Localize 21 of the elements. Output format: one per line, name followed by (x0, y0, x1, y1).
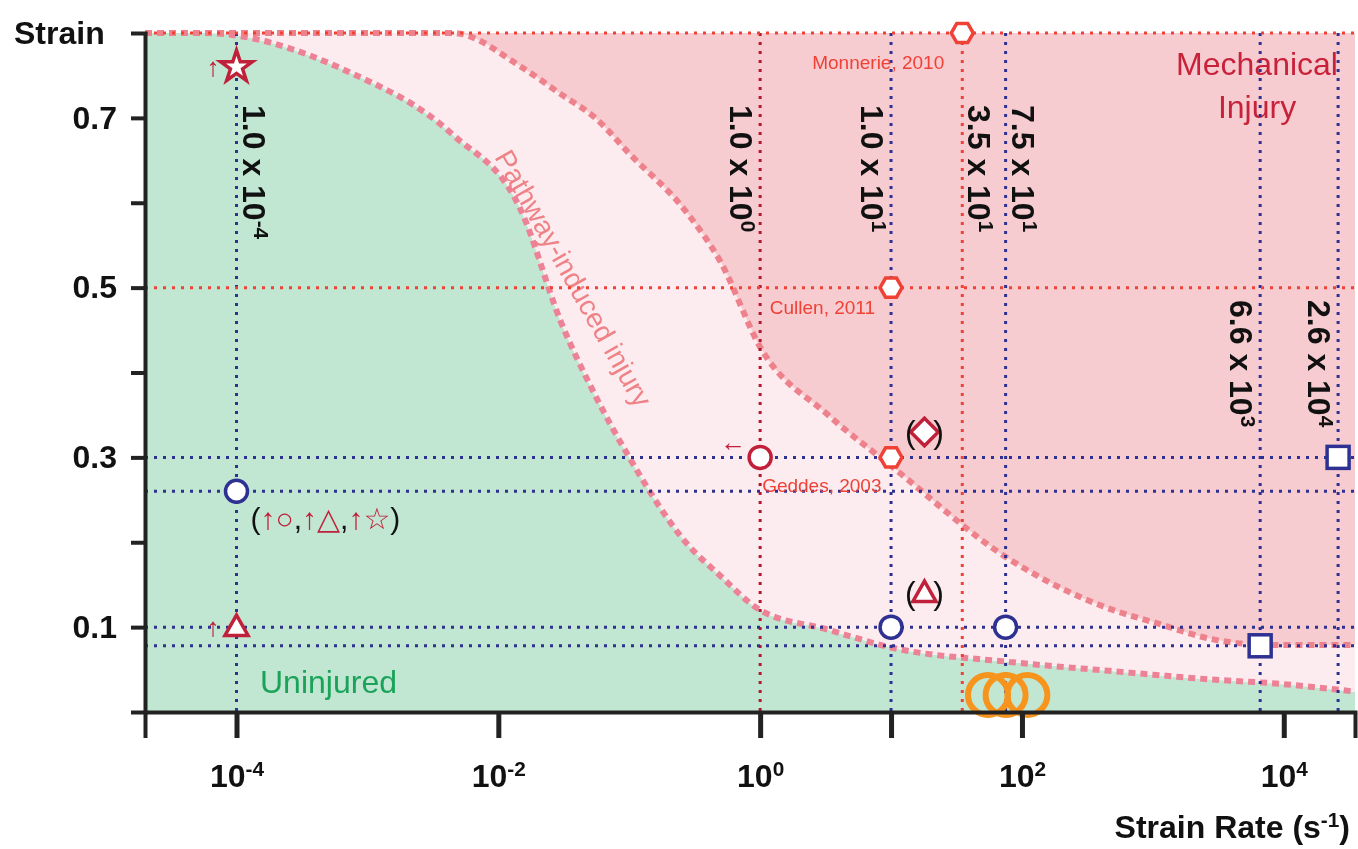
y-tick-label: 0.5 (72, 269, 117, 306)
annotation: ← (720, 427, 747, 458)
x-tick-label: 10$^{-2}$ (471, 756, 526, 795)
annotation: ( ) (904, 575, 945, 612)
y-tick-label: 0.7 (72, 99, 117, 136)
annotation: Geddes, 2003 (762, 475, 882, 497)
x-axis-title: Strain Rate (s$^{-1}$) (1114, 807, 1350, 845)
annotation: Monnerie, 2010 (812, 52, 945, 73)
x-tick-label: 10$^{2}$ (998, 756, 1047, 795)
x-tick-label: 10$^{0}$ (737, 756, 785, 795)
x-tick-label: 10$^{-4}$ (209, 756, 265, 795)
series-label: Mechanical Injury (1176, 46, 1338, 126)
annotation: (↑○,↑△,↑☆) (250, 502, 401, 536)
y-axis-title: Strain (14, 15, 105, 51)
annotation: Cullen, 2011 (769, 296, 876, 318)
annotation: ↑ (206, 51, 220, 82)
series-label: Uninjured (260, 664, 397, 700)
x-tick-label: 10$^{4}$ (1260, 756, 1309, 795)
y-tick-label: 0.1 (72, 608, 117, 645)
y-tick-label: 0.3 (72, 439, 117, 476)
annotation: ↑ (206, 612, 220, 643)
